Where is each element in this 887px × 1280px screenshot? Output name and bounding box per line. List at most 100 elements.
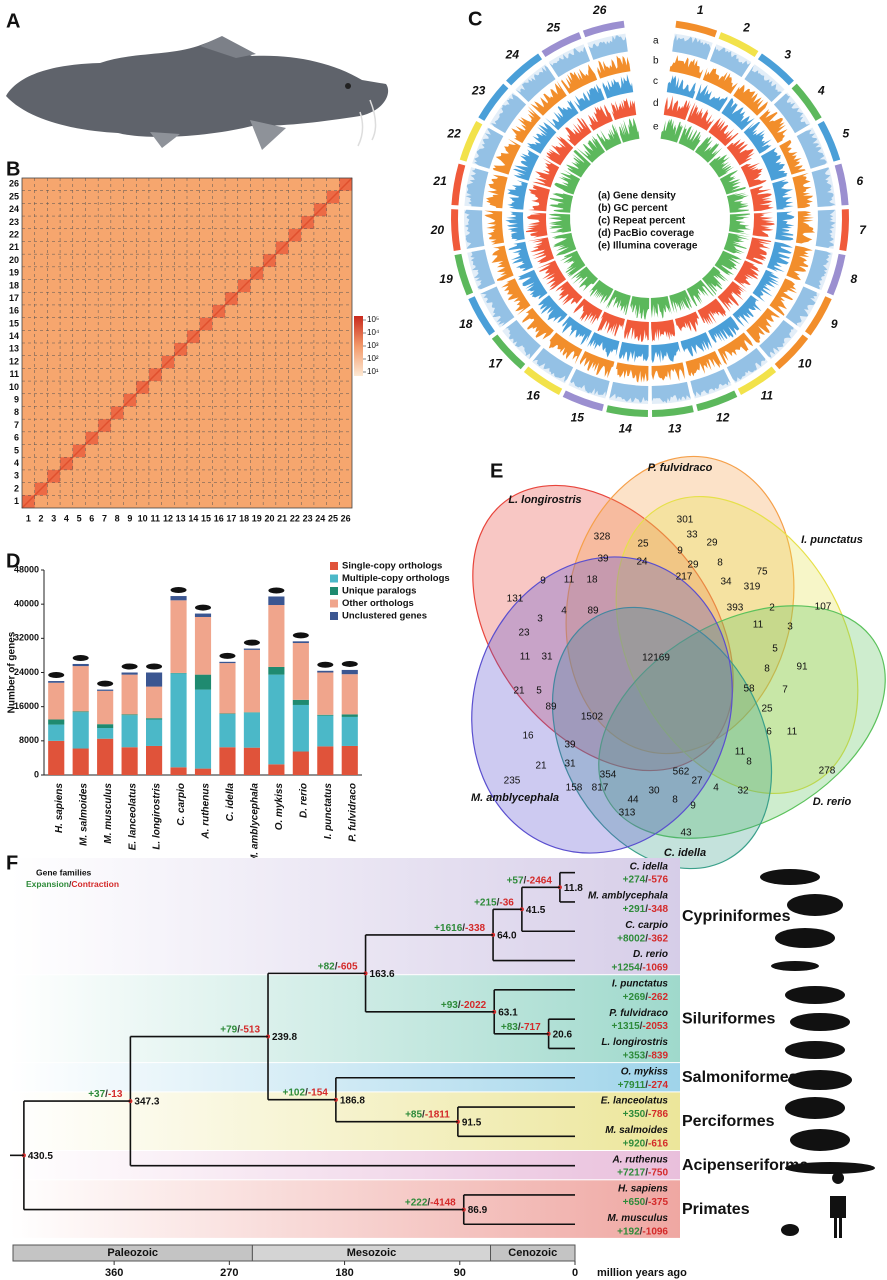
bar-segment — [72, 663, 89, 667]
x-tick-label: 7 — [102, 513, 107, 523]
track-profile — [708, 117, 739, 147]
branch-annotation: +7217/-750 — [617, 1167, 668, 1178]
track-profile — [752, 212, 775, 237]
bar-segment — [341, 716, 358, 746]
species-silhouette — [292, 632, 309, 639]
x-tick-label: 23 — [303, 513, 313, 523]
track-letter: a — [653, 36, 659, 47]
expansion-count: +85 — [405, 1109, 422, 1120]
chromosome-label: 4 — [817, 84, 825, 98]
chromosome-arc — [451, 209, 461, 252]
track-profile — [728, 213, 752, 235]
contraction-count: -13 — [108, 1089, 123, 1100]
species-silhouette — [48, 672, 65, 679]
silhouette — [790, 1129, 850, 1151]
venn-count: 16 — [522, 731, 534, 742]
track-profile — [465, 168, 489, 208]
chromosome-arc — [541, 32, 582, 58]
separator: / — [237, 1024, 240, 1035]
chromosome-arc — [454, 253, 474, 296]
species-silhouette — [72, 654, 89, 661]
era-label: Paleozoic — [107, 1247, 158, 1259]
x-tick-label: 14 — [188, 513, 198, 523]
track-profile — [687, 101, 715, 131]
y-tick-label: 15 — [9, 318, 19, 328]
chromosome-arc — [652, 405, 694, 417]
track-profile — [695, 83, 728, 112]
contraction-count: -262 — [648, 991, 668, 1002]
colorbar-label: 10⁴ — [367, 328, 380, 337]
bar-segment — [219, 661, 236, 664]
track-legend: (d) PacBio coverage — [598, 228, 695, 239]
species-silhouette — [268, 587, 285, 594]
legend-swatch — [330, 562, 338, 570]
track-profile — [717, 332, 754, 365]
y-axis-label: Number of genes — [7, 631, 18, 713]
bar-segment — [48, 740, 65, 775]
track-profile — [548, 332, 583, 365]
separator: / — [335, 961, 338, 972]
species-silhouette — [121, 663, 138, 670]
chromosome-arc — [478, 83, 509, 121]
chromosome-label: 12 — [716, 410, 730, 424]
venn-set — [565, 455, 795, 755]
venn-count: 313 — [619, 808, 636, 819]
track-profile — [663, 95, 692, 121]
track-profile — [694, 136, 723, 163]
track-profile — [470, 249, 496, 290]
branch-annotation: +7911/-274 — [618, 1079, 669, 1090]
bar-segment — [341, 669, 358, 675]
track-profile — [697, 298, 727, 326]
x-tick-label: E. lanceolatus — [127, 783, 138, 851]
species-silhouette — [243, 639, 260, 646]
track-profile — [792, 172, 814, 209]
expansion-count: +920 — [623, 1138, 646, 1149]
era-label: Mesozoic — [347, 1247, 397, 1259]
track-profile — [588, 279, 614, 304]
separator: / — [524, 875, 527, 886]
x-tick-label: 8 — [115, 513, 120, 523]
bar-segment — [146, 686, 163, 719]
species-name: P. fulvidraco — [609, 1008, 668, 1019]
species-silhouette — [97, 680, 114, 687]
track-profile — [708, 316, 740, 343]
venn-count: 5 — [536, 686, 542, 697]
chromosome-label: 9 — [831, 317, 838, 331]
legend-swatch — [330, 587, 338, 595]
branch-annotation: +102/-154 — [283, 1087, 329, 1098]
y-tick-label: 16000 — [14, 701, 39, 711]
track-profile — [576, 135, 606, 163]
separator: / — [305, 1087, 308, 1098]
contraction-count: -2053 — [642, 1021, 668, 1032]
y-tick-label: 23 — [9, 217, 19, 227]
branch-annotation: +215/-36 — [474, 897, 514, 908]
separator: / — [640, 1021, 643, 1032]
venn-count: 562 — [673, 767, 690, 778]
track-profile — [511, 106, 541, 144]
contraction-count: -605 — [338, 961, 358, 972]
x-tick-label: 18 — [239, 513, 249, 523]
x-tick-label: 19 — [252, 513, 262, 523]
venn-count: 12169 — [642, 653, 670, 664]
y-tick-label: 12 — [9, 356, 19, 366]
track-profile — [717, 281, 747, 312]
y-tick-label: 18 — [9, 280, 19, 290]
branch-annotation: +1616/-338 — [434, 923, 485, 934]
track-profile — [690, 368, 731, 397]
node-age: 91.5 — [462, 1117, 482, 1128]
expansion-count: +192 — [617, 1226, 640, 1237]
separator: / — [458, 999, 461, 1010]
venn-count: 107 — [815, 602, 832, 613]
chromosome-arc — [696, 390, 738, 412]
y-tick-label: 40000 — [14, 599, 39, 609]
node-age: 430.5 — [28, 1151, 53, 1162]
venn-count: 11 — [564, 575, 575, 586]
panel-label: A — [6, 10, 20, 32]
track-profile — [651, 381, 691, 404]
chromosome-arc — [839, 209, 849, 252]
track-profile — [561, 64, 598, 94]
venn-count: 32 — [737, 786, 749, 797]
clade-band — [10, 975, 680, 1063]
track-profile — [685, 351, 722, 377]
venn-count: 25 — [761, 704, 773, 715]
